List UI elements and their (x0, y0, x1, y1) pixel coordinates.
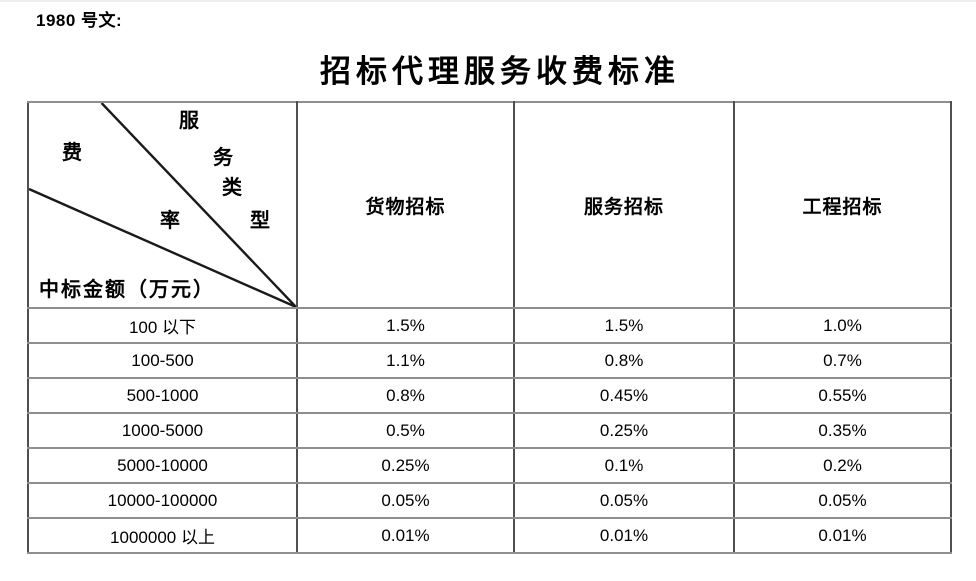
corner-type-char: 服 (179, 110, 199, 132)
corner-type-char: 务 (213, 147, 233, 169)
fee-standard-table: 费 率 服 务 类 型 中标金额（万元） 货物招标 服务招标 工程招标 100 … (27, 101, 952, 554)
service-rate-cell: 0.45% (513, 377, 735, 414)
amount-range-cell: 5000-10000 (27, 447, 298, 484)
engineering-rate-cell: 0.01% (733, 517, 952, 554)
column-header-engineering: 工程招标 (733, 101, 952, 309)
goods-rate-cell: 0.25% (296, 447, 515, 484)
amount-range-cell: 100-500 (27, 342, 298, 379)
column-header-goods: 货物招标 (296, 101, 515, 309)
diagonal-corner-cell: 费 率 服 务 类 型 中标金额（万元） (27, 101, 298, 309)
corner-amount-label: 中标金额（万元） (39, 279, 215, 301)
service-rate-cell: 0.05% (513, 482, 735, 519)
engineering-rate-cell: 0.2% (733, 447, 952, 484)
service-rate-cell: 1.5% (513, 307, 735, 344)
engineering-rate-cell: 0.55% (733, 377, 952, 414)
table-row: 1000000 以上 0.01% 0.01% 0.01% (27, 517, 952, 554)
goods-rate-cell: 1.1% (296, 342, 515, 379)
goods-rate-cell: 0.8% (296, 377, 515, 414)
page-title: 招标代理服务收费标准 (320, 54, 680, 89)
table-row: 5000-10000 0.25% 0.1% 0.2% (27, 447, 952, 484)
corner-rate-char: 率 (160, 210, 180, 232)
header-row: 费 率 服 务 类 型 中标金额（万元） 货物招标 服务招标 工程招标 (27, 101, 952, 309)
amount-range-cell: 1000-5000 (27, 412, 298, 449)
column-header-service: 服务招标 (513, 101, 735, 309)
engineering-rate-cell: 0.35% (733, 412, 952, 449)
service-rate-cell: 0.01% (513, 517, 735, 554)
doc-reference: 1980 号文: (36, 11, 123, 30)
corner-type-char: 型 (250, 210, 270, 232)
amount-range-cell: 10000-100000 (27, 482, 298, 519)
page-top-edge (0, 0, 976, 2)
amount-range-cell: 1000000 以上 (27, 517, 298, 554)
corner-fee-char: 费 (62, 142, 82, 164)
goods-rate-cell: 0.05% (296, 482, 515, 519)
engineering-rate-cell: 1.0% (733, 307, 952, 344)
table-row: 1000-5000 0.5% 0.25% 0.35% (27, 412, 952, 449)
service-rate-cell: 0.8% (513, 342, 735, 379)
table-row: 100 以下 1.5% 1.5% 1.0% (27, 307, 952, 344)
amount-range-cell: 500-1000 (27, 377, 298, 414)
goods-rate-cell: 0.5% (296, 412, 515, 449)
table-row: 10000-100000 0.05% 0.05% 0.05% (27, 482, 952, 519)
goods-rate-cell: 1.5% (296, 307, 515, 344)
diagonal-divider-lines (30, 104, 295, 306)
corner-type-char: 类 (222, 177, 242, 199)
amount-range-cell: 100 以下 (27, 307, 298, 344)
service-rate-cell: 0.25% (513, 412, 735, 449)
engineering-rate-cell: 0.7% (733, 342, 952, 379)
table-row: 100-500 1.1% 0.8% 0.7% (27, 342, 952, 379)
table-row: 500-1000 0.8% 0.45% 0.55% (27, 377, 952, 414)
engineering-rate-cell: 0.05% (733, 482, 952, 519)
goods-rate-cell: 0.01% (296, 517, 515, 554)
service-rate-cell: 0.1% (513, 447, 735, 484)
